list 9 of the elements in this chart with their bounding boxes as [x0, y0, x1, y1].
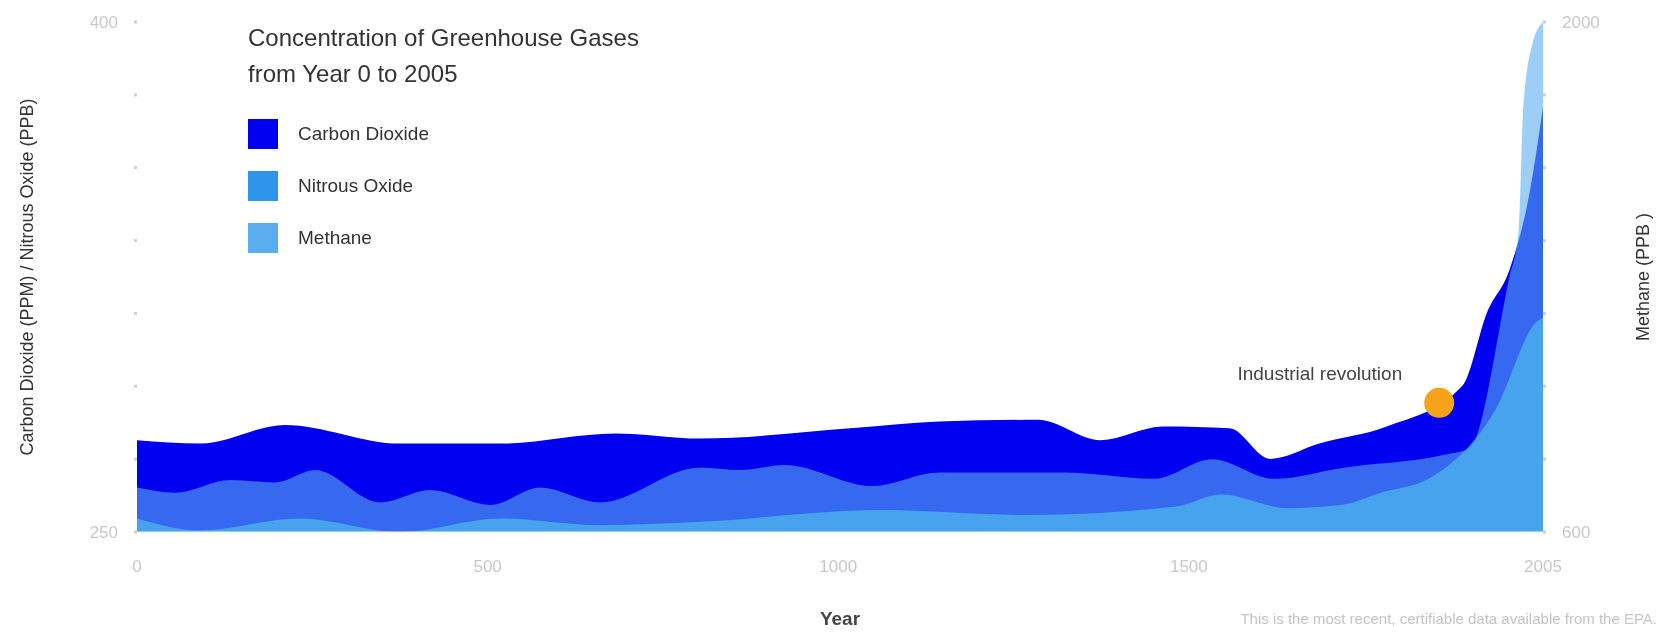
text: Concentration of Greenhouse Gases from Year 0 to 2005 [248, 23, 639, 89]
legend-label: Methane [298, 227, 372, 249]
text: This is the most recent, certifiable data available from the EPA. [1240, 610, 1657, 627]
annotation: Industrial revolution [1237, 362, 1403, 384]
legend-label: Nitrous Oxide [298, 175, 414, 197]
y-axis-title: Carbon Dioxide (PPM) / Nitrous Oxide (PPB) [17, 98, 38, 456]
x-axis-title: Year [819, 608, 861, 629]
y2-axis-title: Methane (PPB ) [1633, 212, 1654, 342]
legend-label: Carbon Dioxide [298, 123, 429, 145]
